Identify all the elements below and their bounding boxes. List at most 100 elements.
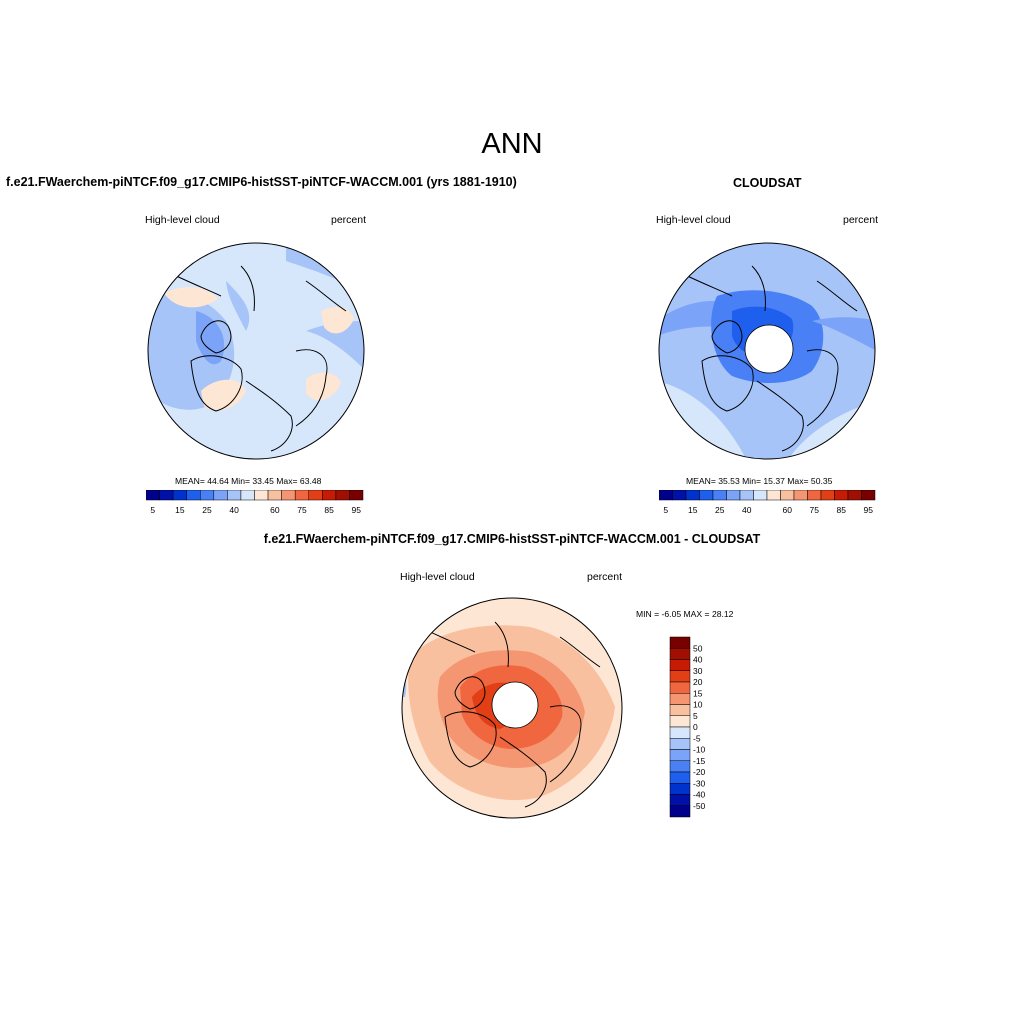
colorbar-swatch [669, 659, 691, 671]
colorbar-tick-label: 40 [742, 505, 752, 515]
colorbar-swatch [753, 490, 768, 501]
colorbar-swatch [669, 636, 691, 649]
panel-3-units-label: percent [587, 571, 623, 583]
colorbar-swatch [780, 490, 795, 501]
colorbar-tick-label: 15 [693, 688, 703, 698]
colorbar-tick-label: -30 [693, 778, 706, 788]
colorbar-swatch [793, 490, 808, 501]
colorbar-tick-label: 75 [297, 505, 307, 515]
colorbar-swatch [659, 490, 673, 501]
colorbar-swatch [820, 490, 835, 501]
colorbar-tick-label: 75 [810, 505, 820, 515]
colorbar-tick-label: 60 [270, 505, 280, 515]
colorbar-tick-label: 40 [693, 655, 703, 665]
colorbar-swatch [254, 490, 269, 501]
map-cloudsat-high-cloud [658, 242, 876, 460]
colorbar-tick-label: 60 [783, 505, 793, 515]
colorbar-tick-label: -10 [693, 745, 706, 755]
colorbar-tick-label: -40 [693, 790, 706, 800]
colorbar-tick-label: 25 [202, 505, 212, 515]
colorbar-swatch [308, 490, 323, 501]
panel-3-title: f.e21.FWaerchem-piNTCF.f09_g17.CMIP6-his… [263, 532, 761, 546]
colorbar-swatch [335, 490, 350, 501]
map-difference-high-cloud [401, 597, 623, 819]
colorbar-swatch [807, 490, 822, 501]
colorbar-swatch [200, 490, 215, 501]
colorbar-swatch [669, 794, 691, 806]
colorbar-tick-label: 85 [324, 505, 334, 515]
panel-2-title: CLOUDSAT [733, 176, 802, 190]
colorbar-swatch [669, 715, 691, 728]
colorbar-tick-label: -5 [693, 733, 701, 743]
colorbar-swatch [186, 490, 201, 501]
colorbar-tick-label: -15 [693, 756, 706, 766]
colorbar-tick-label: 30 [693, 666, 703, 676]
colorbar-swatch [227, 490, 242, 501]
colorbar-tick-label: 25 [715, 505, 725, 515]
colorbar-panel-1: 5 15 25 40 60 75 85 95 [146, 490, 364, 515]
colorbar-swatch [159, 490, 174, 501]
colorbar-swatch [685, 490, 700, 501]
colorbar-swatch [766, 490, 781, 501]
colorbar-swatch [669, 760, 691, 773]
colorbar-tick-label: 20 [693, 677, 703, 687]
colorbar-swatch [213, 490, 228, 501]
panel-2-stats: MEAN= 35.53 Min= 15.37 Max= 50.35 [686, 476, 833, 486]
colorbar-swatch [669, 704, 691, 716]
panel-1-stats: MEAN= 44.64 Min= 33.45 Max= 63.48 [175, 476, 322, 486]
colorbar-tick-label: 5 [150, 505, 155, 515]
panel-2-units-label: percent [843, 214, 879, 226]
colorbar-swatch [669, 805, 691, 818]
colorbar-swatch [172, 490, 187, 501]
colorbar-swatch [322, 490, 337, 501]
colorbar-tick-label: 5 [693, 711, 698, 721]
colorbar-tick-label: 15 [688, 505, 698, 515]
colorbar-swatch [349, 490, 364, 501]
panel-1-variable-label: High-level cloud [145, 214, 220, 226]
colorbar-swatch [669, 738, 691, 750]
colorbar-swatch [669, 648, 691, 660]
colorbar-swatch [739, 490, 754, 501]
colorbar-swatch [726, 490, 741, 501]
colorbar-tick-label: 95 [351, 505, 361, 515]
colorbar-swatch [669, 670, 691, 683]
colorbar-tick-label: 40 [229, 505, 239, 515]
colorbar-panel-2: 5 15 25 40 60 75 85 95 [659, 490, 876, 515]
panel-1-units-label: percent [331, 214, 367, 226]
colorbar-tick-label: 85 [837, 505, 847, 515]
colorbar-tick-label: 95 [864, 505, 874, 515]
colorbar-swatch [669, 749, 691, 761]
colorbar-swatch [146, 490, 160, 501]
map-2-missing-data-hole [744, 324, 794, 374]
main-title: ANN [481, 128, 543, 160]
colorbar-swatch [672, 490, 687, 501]
panel-2-variable-label: High-level cloud [656, 214, 731, 226]
colorbar-swatch [834, 490, 849, 501]
colorbar-swatch [669, 693, 691, 705]
colorbar-swatch [861, 490, 876, 501]
colorbar-swatch [240, 490, 255, 501]
colorbar-swatch [712, 490, 727, 501]
colorbar-swatch [281, 490, 296, 501]
colorbar-swatch [267, 490, 282, 501]
colorbar-swatch [847, 490, 862, 501]
colorbar-swatch [294, 490, 310, 501]
colorbar-swatch [699, 490, 714, 501]
colorbar-swatch [669, 771, 691, 784]
panel-3-variable-label: High-level cloud [400, 571, 475, 583]
colorbar-tick-label: -20 [693, 767, 706, 777]
colorbar-tick-label: -50 [693, 801, 706, 811]
colorbar-swatch [669, 681, 691, 694]
colorbar-swatch [669, 783, 691, 795]
panel-1-title: f.e21.FWaerchem-piNTCF.f09_g17.CMIP6-his… [6, 175, 517, 189]
colorbar-tick-label: 5 [663, 505, 668, 515]
colorbar-swatch [669, 726, 691, 739]
panel-3-stats: MIN = -6.05 MAX = 28.12 [636, 609, 734, 619]
colorbar-tick-label: 15 [175, 505, 185, 515]
colorbar-tick-label: 50 [693, 643, 703, 653]
map-3-missing-data-hole [491, 681, 539, 729]
map-model-high-cloud [147, 242, 365, 460]
colorbar-tick-label: 10 [693, 700, 703, 710]
colorbar-tick-label: 0 [693, 722, 698, 732]
